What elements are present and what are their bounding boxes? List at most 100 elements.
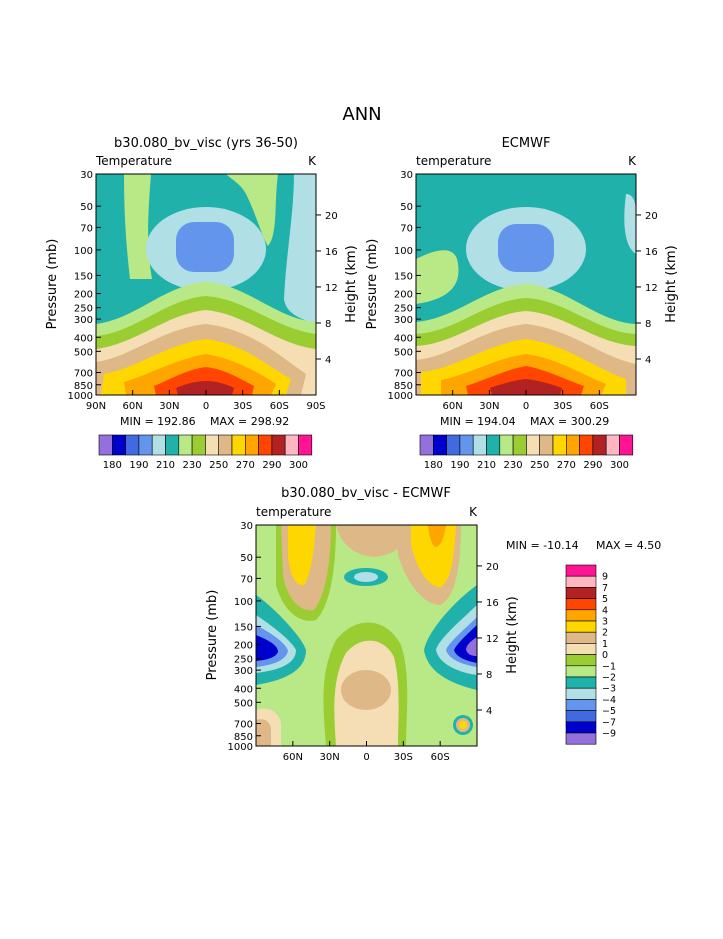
colorbar-label: 190 bbox=[129, 460, 148, 471]
y-tick-label: 150 bbox=[234, 622, 253, 633]
panel-obs-plot bbox=[416, 174, 636, 395]
colorbar-cell bbox=[565, 598, 597, 611]
y-tick-label: 700 bbox=[234, 720, 253, 731]
colorbar-label: 290 bbox=[583, 460, 602, 471]
colorbar-cell bbox=[432, 434, 447, 456]
y-tick-label: 850 bbox=[234, 732, 253, 743]
y2-tick-label: 20 bbox=[486, 562, 499, 573]
y2-tick-label: 16 bbox=[645, 247, 658, 258]
y-tick-label: 850 bbox=[394, 381, 413, 392]
y-tick-label: 250 bbox=[394, 304, 413, 315]
colorbar-cell bbox=[526, 434, 541, 456]
x-tick-label: 90N bbox=[86, 401, 106, 412]
colorbar-label: 270 bbox=[236, 460, 255, 471]
y2-tick-label: 8 bbox=[486, 670, 492, 681]
panel-diff-max: MAX = 4.50 bbox=[596, 539, 661, 552]
x-tick-label: 60S bbox=[270, 401, 289, 412]
colorbar-cell bbox=[565, 564, 597, 577]
colorbar-label: 3 bbox=[602, 617, 608, 628]
y-tick-label: 400 bbox=[394, 333, 413, 344]
colorbar-label: −9 bbox=[602, 729, 616, 740]
panel-model-field-label: Temperature bbox=[95, 154, 172, 168]
y-tick-label: 30 bbox=[400, 170, 413, 181]
colorbar-cell bbox=[565, 587, 597, 599]
y-tick-label: 50 bbox=[80, 202, 93, 213]
y2-tick-label: 4 bbox=[325, 355, 331, 366]
colorbar-label: 210 bbox=[477, 460, 496, 471]
panel-diff-y2label: Height (km) bbox=[505, 596, 520, 673]
panel-obs-title: ECMWF bbox=[502, 136, 551, 151]
panel-model-y2label: Height (km) bbox=[344, 245, 359, 322]
colorbar-cell bbox=[499, 434, 514, 456]
colorbar-label: 300 bbox=[289, 460, 308, 471]
colorbar-label: 210 bbox=[156, 460, 175, 471]
colorbar-label: 4 bbox=[602, 605, 608, 616]
y-tick-label: 150 bbox=[74, 271, 93, 282]
y-tick-label: 1000 bbox=[68, 391, 93, 402]
colorbar-label: 290 bbox=[262, 460, 281, 471]
y-tick-label: 200 bbox=[234, 641, 253, 652]
y2-tick-label: 4 bbox=[645, 355, 651, 366]
y2-tick-label: 8 bbox=[325, 319, 331, 330]
colorbar-label: 5 bbox=[602, 594, 608, 605]
panel-model-max: MAX = 298.92 bbox=[210, 415, 289, 428]
colorbar-label: 180 bbox=[424, 460, 443, 471]
y2-tick-label: 12 bbox=[325, 283, 338, 294]
x-tick-label: 60S bbox=[431, 752, 450, 763]
y-tick-label: 400 bbox=[74, 333, 93, 344]
y-tick-label: 150 bbox=[394, 271, 413, 282]
colorbar-cell bbox=[565, 687, 597, 700]
colorbar-cell bbox=[565, 665, 597, 678]
y-tick-label: 700 bbox=[74, 369, 93, 380]
colorbar-cell bbox=[231, 434, 246, 456]
y-tick-label: 400 bbox=[234, 684, 253, 695]
colorbar-label: 1 bbox=[602, 639, 608, 650]
y2-tick-label: 8 bbox=[645, 319, 651, 330]
y-tick-label: 30 bbox=[80, 170, 93, 181]
colorbar-label: −1 bbox=[602, 661, 616, 672]
x-tick-label: 30S bbox=[553, 401, 572, 412]
colorbar-cell bbox=[125, 434, 140, 456]
panel-obs-min: MIN = 194.04 bbox=[440, 415, 516, 428]
colorbar-cell bbox=[271, 434, 286, 456]
panel-diff-plot bbox=[256, 525, 477, 746]
colorbar-cell bbox=[565, 575, 597, 588]
colorbar-label: 250 bbox=[209, 460, 228, 471]
colorbar-label: 180 bbox=[103, 460, 122, 471]
panel-diff-title: b30.080_bv_visc - ECMWF bbox=[281, 486, 451, 501]
colorbar-cell bbox=[112, 434, 126, 456]
x-tick-label: 30N bbox=[320, 752, 340, 763]
colorbar-cell bbox=[565, 732, 597, 745]
colorbar-cell bbox=[539, 434, 554, 456]
panel-model-plot bbox=[96, 174, 316, 395]
panel-obs-units: K bbox=[628, 154, 637, 168]
colorbar-label: 7 bbox=[602, 583, 608, 594]
panel-model: b30.080_bv_visc (yrs 36-50) Temperature … bbox=[45, 136, 359, 471]
colorbar-cell bbox=[218, 434, 233, 456]
colorbar-cell bbox=[552, 434, 567, 456]
x-tick-label: 0 bbox=[363, 752, 369, 763]
colorbar-cell bbox=[486, 434, 501, 456]
panel-diff-ylabel: Pressure (mb) bbox=[205, 590, 220, 681]
colorbar-cell bbox=[512, 434, 527, 456]
panel-model-ylabel: Pressure (mb) bbox=[45, 239, 60, 330]
panel-obs-field-label: temperature bbox=[416, 154, 491, 168]
panel-diff-min: MIN = -10.14 bbox=[506, 539, 579, 552]
y-tick-label: 1000 bbox=[228, 742, 253, 753]
y-tick-label: 30 bbox=[240, 521, 253, 532]
y2-tick-label: 20 bbox=[325, 211, 338, 222]
panel-diff: b30.080_bv_visc - ECMWF temperature K bbox=[205, 486, 661, 763]
y-tick-label: 700 bbox=[394, 369, 413, 380]
y2-tick-label: 16 bbox=[325, 247, 338, 258]
y-tick-label: 70 bbox=[80, 223, 93, 234]
panel-obs-ylabel: Pressure (mb) bbox=[365, 239, 380, 330]
colorbar-cell bbox=[205, 434, 219, 456]
colorbar-cell bbox=[178, 434, 193, 456]
colorbar-cell bbox=[284, 434, 299, 456]
colorbar-cell bbox=[472, 434, 487, 456]
panel-obs: ECMWF temperature K Pressure (mb) Height… bbox=[365, 136, 679, 471]
y-tick-label: 50 bbox=[240, 553, 253, 564]
y-tick-label: 250 bbox=[74, 304, 93, 315]
colorbar-cell bbox=[565, 721, 597, 734]
